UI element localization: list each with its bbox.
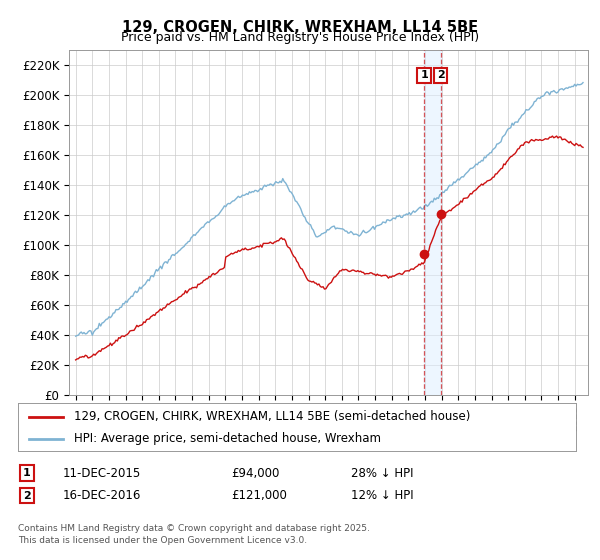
Text: 12% ↓ HPI: 12% ↓ HPI	[351, 489, 413, 502]
Text: 129, CROGEN, CHIRK, WREXHAM, LL14 5BE (semi-detached house): 129, CROGEN, CHIRK, WREXHAM, LL14 5BE (s…	[74, 410, 470, 423]
Text: 11-DEC-2015: 11-DEC-2015	[63, 466, 141, 480]
Bar	[424, 50, 441, 395]
Text: £121,000: £121,000	[231, 489, 287, 502]
Text: 1: 1	[23, 468, 31, 478]
Text: 28% ↓ HPI: 28% ↓ HPI	[351, 466, 413, 480]
Text: £94,000: £94,000	[231, 466, 280, 480]
Text: 2: 2	[437, 71, 445, 80]
Text: Contains HM Land Registry data © Crown copyright and database right 2025.
This d: Contains HM Land Registry data © Crown c…	[18, 524, 370, 545]
Text: 1: 1	[420, 71, 428, 80]
Text: 16-DEC-2016: 16-DEC-2016	[63, 489, 142, 502]
Text: 2: 2	[23, 491, 31, 501]
Text: HPI: Average price, semi-detached house, Wrexham: HPI: Average price, semi-detached house,…	[74, 432, 381, 445]
Text: Price paid vs. HM Land Registry's House Price Index (HPI): Price paid vs. HM Land Registry's House …	[121, 31, 479, 44]
Text: 129, CROGEN, CHIRK, WREXHAM, LL14 5BE: 129, CROGEN, CHIRK, WREXHAM, LL14 5BE	[122, 20, 478, 35]
